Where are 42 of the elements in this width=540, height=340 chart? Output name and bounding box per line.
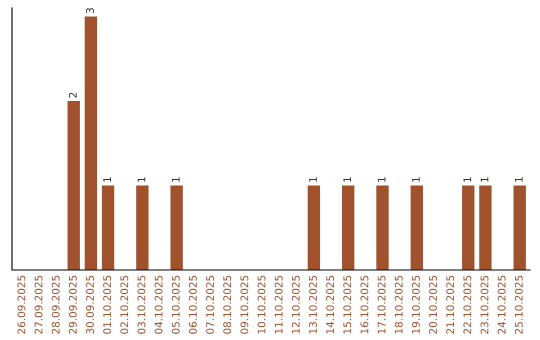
data-label: 1 [480,177,488,182]
x-tick-label: 25.10.2025 [514,276,523,334]
data-label: 1 [138,177,146,182]
data-label: 1 [514,177,523,182]
x-tick-label: 27.09.2025 [34,276,42,334]
data-label: 2 [68,92,77,98]
data-label: 1 [412,177,420,182]
x-tick-label: 30.09.2025 [86,276,94,334]
x-tick-label: 19.10.2025 [412,276,420,334]
x-tick-label: 08.10.2025 [223,276,232,334]
x-tick-label: 26.09.2025 [17,276,26,334]
x-tick-label: 23.10.2025 [480,276,488,334]
data-label: 1 [309,177,317,182]
x-tick-label: 10.10.2025 [258,276,266,334]
x-tick-label: 13.10.2025 [309,276,317,334]
x-tick-label: 17.10.2025 [378,276,386,334]
data-label: 3 [86,8,94,14]
x-tick-label: 20.10.2025 [429,276,437,334]
x-tick-label: 12.10.2025 [292,276,300,334]
x-tick-label: 01.10.2025 [103,276,112,334]
x-tick-label: 28.09.2025 [52,276,60,334]
x-tick-label: 18.10.2025 [394,276,403,334]
data-label: 1 [343,177,352,182]
x-tick-label: 07.10.2025 [206,276,214,334]
x-tick-label: 15.10.2025 [343,276,352,334]
data-label: 1 [378,177,386,182]
data-label: 1 [172,177,180,182]
data-label: 1 [464,177,472,182]
x-tick-label: 22.10.2025 [463,276,472,334]
x-tick-label: 29.09.2025 [68,276,77,334]
x-tick-label: 04.10.2025 [154,276,163,334]
x-tick-label: 03.10.2025 [138,276,146,334]
x-tick-label: 11.10.2025 [274,276,283,334]
x-tick-label: 21.10.2025 [446,276,454,334]
x-tick-label: 06.10.2025 [188,276,197,334]
x-tick-label: 14.10.2025 [326,276,334,334]
x-tick-label: 09.10.2025 [240,276,248,334]
x-tick-label: 02.10.2025 [120,276,128,334]
data-label: 1 [103,177,111,182]
x-tick-label: 24.10.2025 [498,276,506,334]
x-tick-label: 05.10.2025 [172,276,180,334]
x-tick-label: 16.10.2025 [360,276,368,334]
